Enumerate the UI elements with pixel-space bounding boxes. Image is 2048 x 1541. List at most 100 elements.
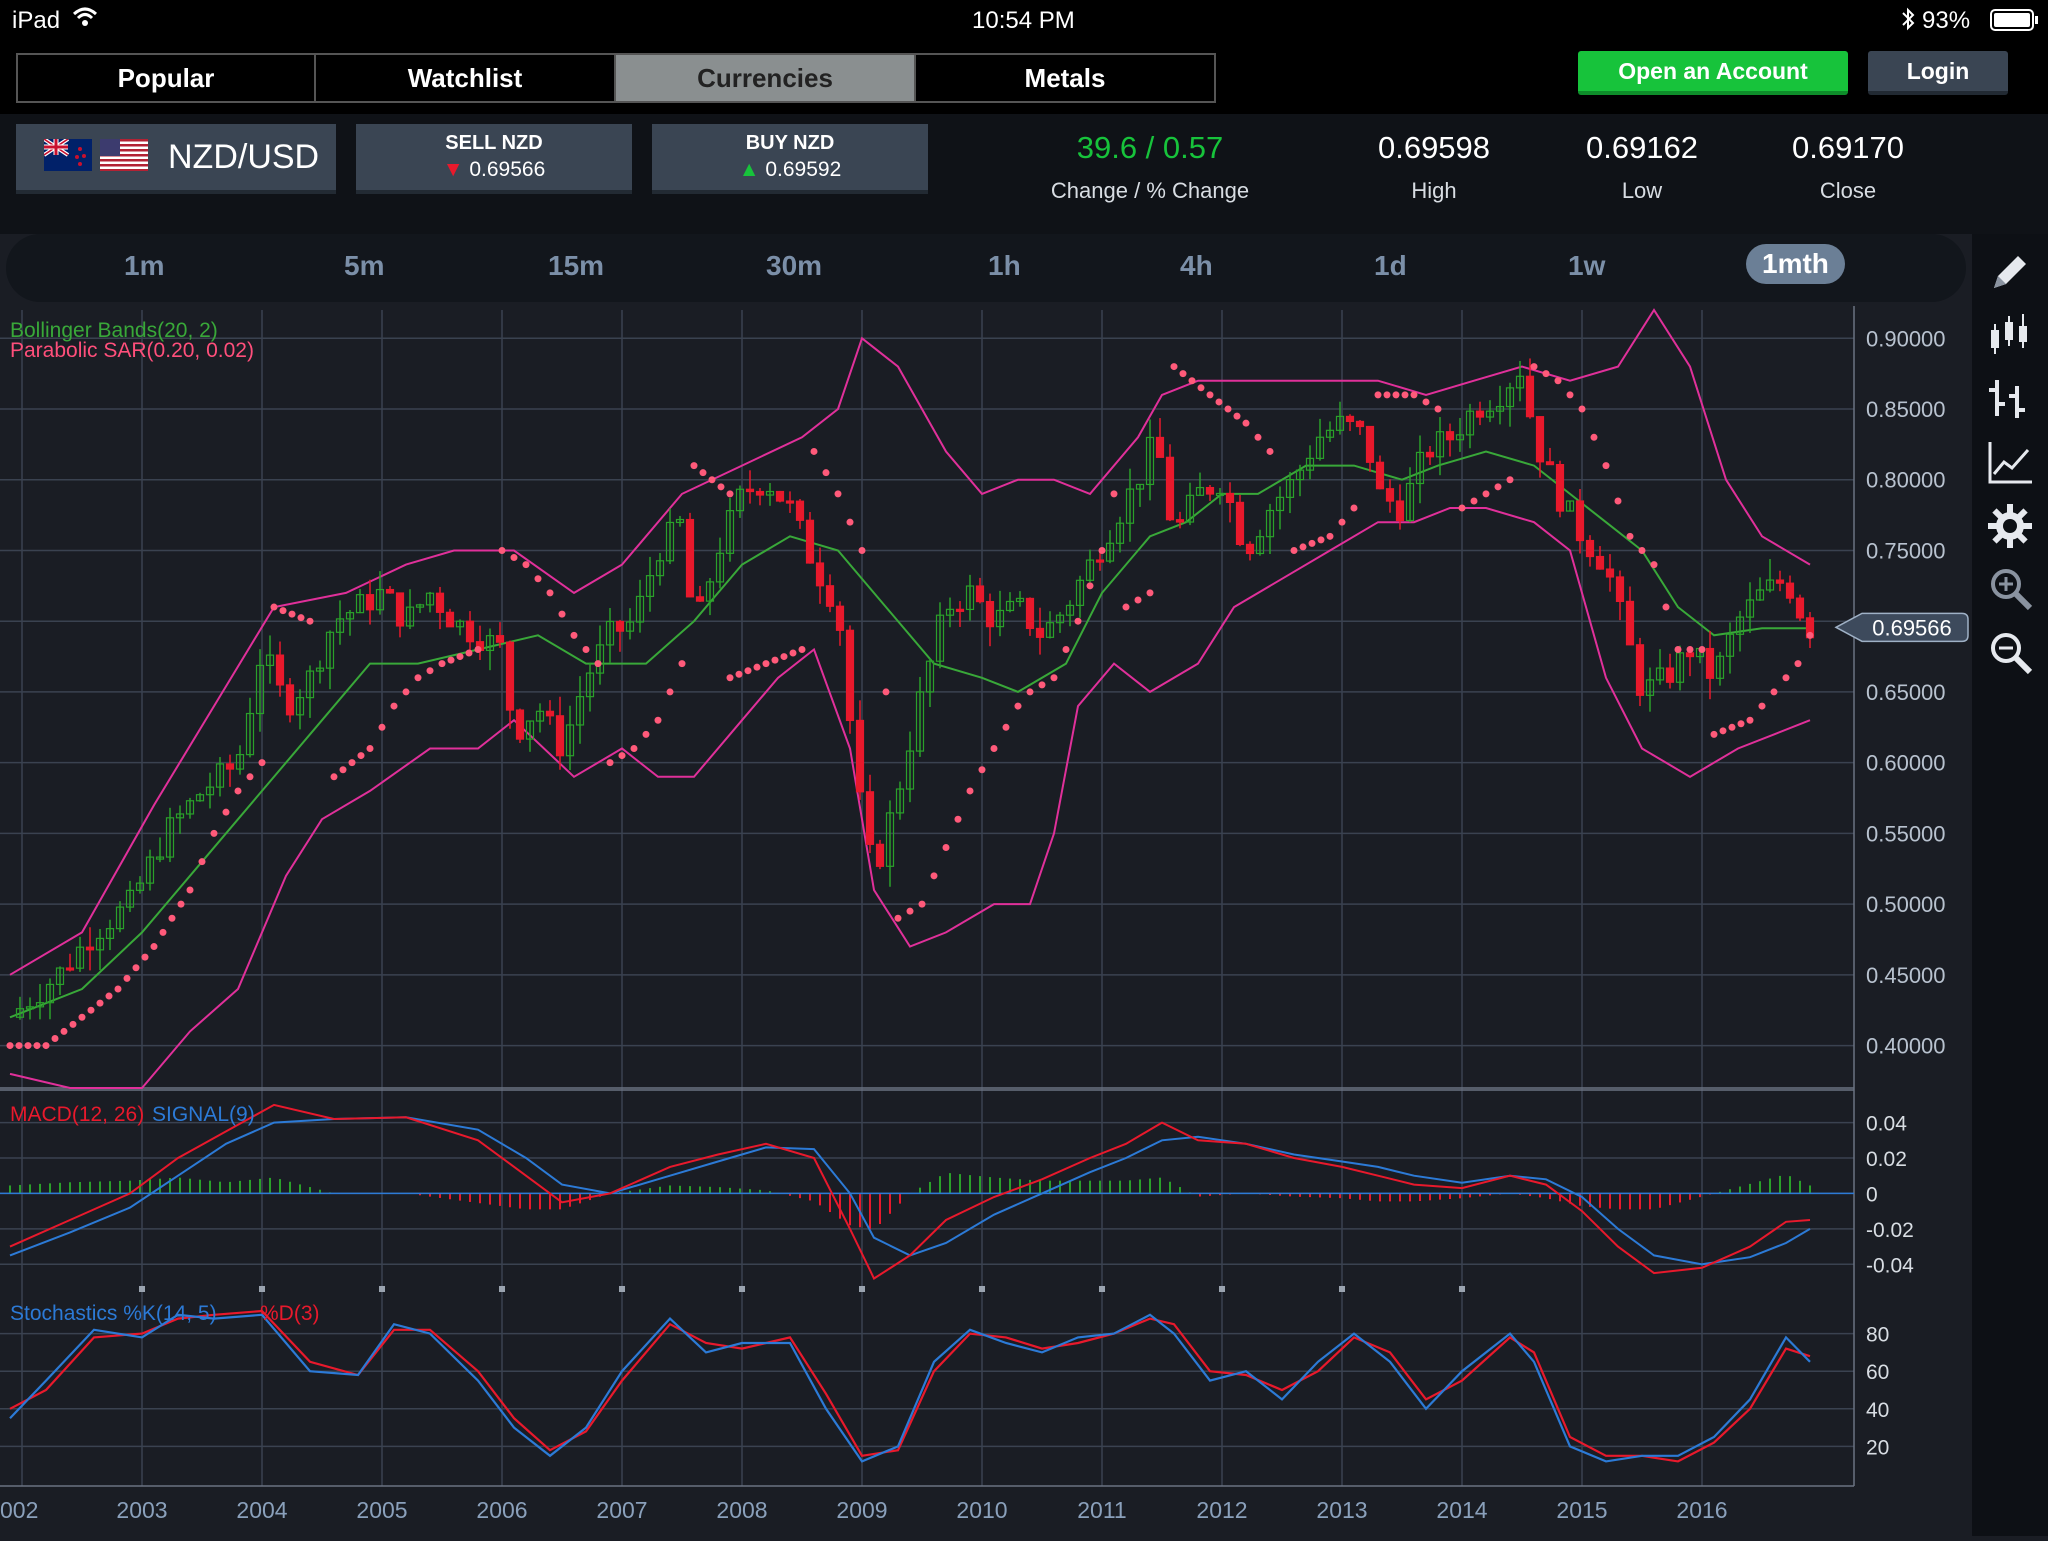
candle — [905, 731, 915, 803]
sar-dot — [1806, 631, 1814, 639]
candle — [215, 757, 225, 797]
candle — [1005, 592, 1015, 613]
candle — [85, 927, 95, 971]
tf-1h[interactable]: 1h — [988, 250, 1021, 281]
tf-15m[interactable]: 15m — [548, 250, 605, 281]
tf-4h[interactable]: 4h — [1180, 250, 1213, 281]
candle — [195, 792, 205, 802]
sar-dot — [1224, 405, 1232, 413]
ohlc-bars-icon[interactable] — [1986, 374, 2034, 422]
candle — [1385, 479, 1395, 513]
sar-dot — [1188, 377, 1196, 385]
candle — [305, 665, 315, 718]
sar-dot — [1530, 363, 1538, 371]
sar-dot — [150, 943, 158, 951]
candle — [765, 482, 775, 506]
candle — [1215, 488, 1225, 505]
login-button[interactable]: Login — [1868, 51, 2008, 95]
sar-dot — [834, 490, 842, 498]
zoom-out-icon[interactable] — [1986, 628, 2034, 676]
x-tick-label: 2014 — [1436, 1497, 1487, 1523]
candle — [265, 635, 275, 684]
candle — [205, 772, 215, 809]
sar-dot — [357, 752, 365, 760]
candle — [495, 622, 505, 648]
x-tick-label: 002 — [0, 1497, 38, 1523]
candle — [1475, 401, 1485, 426]
candle — [75, 936, 85, 972]
gear-icon[interactable] — [1986, 502, 2034, 550]
pencil-icon[interactable] — [1986, 248, 2034, 296]
sar-dot — [348, 759, 356, 767]
tf-30m[interactable]: 30m — [766, 250, 823, 281]
candle — [1315, 418, 1325, 461]
nz-flag-icon — [42, 136, 92, 176]
candle — [895, 781, 905, 820]
candle — [385, 585, 395, 594]
candle — [1405, 467, 1415, 523]
candle — [1515, 360, 1525, 402]
sar-dot — [15, 1042, 23, 1050]
sell-button[interactable]: SELL NZD ▼ 0.69566 — [356, 124, 632, 194]
candle — [555, 696, 565, 770]
candle — [1335, 401, 1345, 435]
tf-5m[interactable]: 5m — [344, 250, 385, 281]
price-tick-label: 0.50000 — [1866, 892, 1946, 917]
sar-dot — [1290, 546, 1298, 554]
x-tick-label: 2013 — [1316, 1497, 1367, 1523]
tf-1d[interactable]: 1d — [1374, 250, 1407, 281]
price-chart[interactable]: 0.900000.850000.800000.750000.700000.650… — [0, 306, 1972, 1536]
sar-dot — [414, 674, 422, 682]
candle — [1125, 468, 1135, 542]
price-tick-label: 0.90000 — [1866, 326, 1946, 351]
candle — [1175, 511, 1185, 529]
sar-dot — [1578, 405, 1586, 413]
high-label: High — [1411, 178, 1457, 203]
zoom-in-icon[interactable] — [1986, 564, 2034, 612]
tab-popular[interactable]: Popular — [16, 53, 316, 103]
pair-selector[interactable]: NZD/USD — [16, 124, 336, 194]
candle — [1255, 529, 1265, 556]
panel-marker — [1339, 1286, 1345, 1292]
candle — [915, 676, 925, 757]
tf-1w[interactable]: 1w — [1568, 250, 1606, 281]
candle — [1325, 421, 1335, 443]
sar-dot — [339, 766, 347, 774]
open-account-button[interactable]: Open an Account — [1578, 51, 1848, 95]
sar-dot — [666, 688, 674, 696]
sar-dot — [510, 554, 518, 562]
candle — [1055, 611, 1065, 633]
sar-dot — [771, 656, 779, 664]
sar-dot — [1317, 536, 1325, 544]
chart-area[interactable]: 0.900000.850000.800000.750000.700000.650… — [0, 306, 1972, 1536]
candle — [615, 619, 625, 652]
candle — [1615, 570, 1625, 621]
bluetooth-icon — [1900, 7, 1916, 38]
buy-button[interactable]: BUY NZD ▲ 0.69592 — [652, 124, 928, 194]
candle — [1155, 418, 1165, 458]
candle — [1245, 541, 1255, 561]
sar-dot — [78, 1013, 86, 1021]
sar-dot — [1308, 539, 1316, 547]
candlestick-icon[interactable] — [1986, 310, 2034, 358]
price-tick-label: 0.75000 — [1866, 538, 1946, 563]
candle — [745, 470, 755, 504]
candle — [1535, 416, 1545, 478]
candle — [1225, 482, 1235, 523]
tab-watchlist[interactable]: Watchlist — [314, 53, 616, 103]
candle — [395, 592, 405, 638]
sar-dot — [1650, 561, 1658, 569]
tf-1mth[interactable]: 1mth — [1746, 244, 1845, 284]
candle — [835, 601, 845, 646]
tab-metals[interactable]: Metals — [914, 53, 1216, 103]
sar-dot — [690, 462, 698, 470]
sar-dot — [1602, 462, 1610, 470]
tf-1m[interactable]: 1m — [124, 250, 165, 281]
sar-dot — [1686, 645, 1694, 653]
candle — [155, 837, 165, 863]
tab-currencies[interactable]: Currencies — [614, 53, 916, 103]
candle — [1415, 435, 1425, 504]
sar-dot — [1242, 419, 1250, 427]
line-chart-icon[interactable] — [1986, 438, 2034, 486]
macd-tick-label: -0.02 — [1866, 1219, 1914, 1242]
